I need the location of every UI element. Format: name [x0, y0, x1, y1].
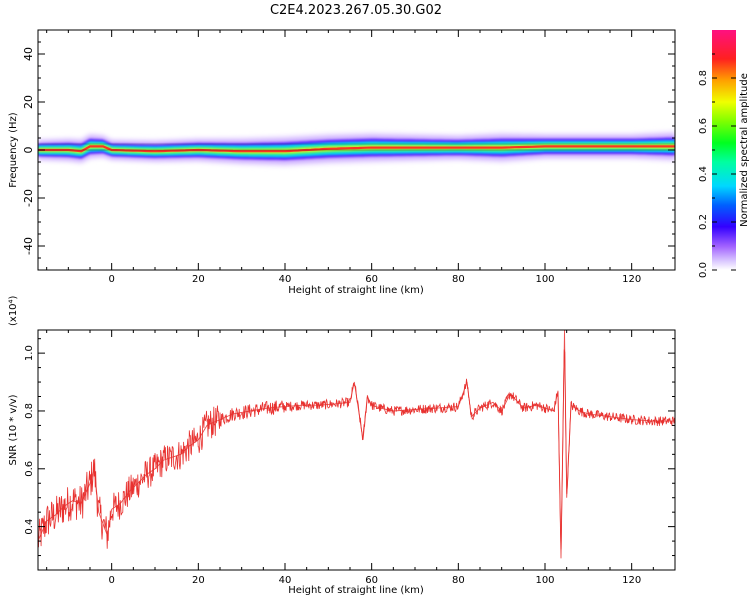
bottom-x-tick-label: 100 [535, 575, 554, 586]
snr-series-line [38, 349, 675, 550]
spectrogram-panel: 0 20 40 60 80 100 120 40 20 0 -20 -40 Height of str… [8, 29, 676, 296]
snr-y-multiplier: (x10⁴) [8, 295, 19, 326]
snr-frame [37, 329, 676, 571]
bottom-x-tick-label: 0 [108, 575, 114, 586]
spectrogram-plot-area [38, 130, 675, 168]
snr-x-axis-label: Height of straight line (km) [288, 585, 424, 596]
bottom-y-tick-label: 0.4 [24, 519, 35, 535]
bottom-x-tick-label: 20 [192, 575, 205, 586]
spectrogram-y-axis-label: Frequency (Hz) [8, 112, 19, 188]
colorbar-label: Normalized spectral amplitude [739, 73, 750, 227]
snr-series-envelope [38, 330, 675, 559]
top-x-tick-label: 100 [535, 274, 554, 285]
colorbar-tick-label: 0.4 [698, 166, 709, 182]
chart-title: C2E4.2023.267.05.30.G02 [270, 3, 442, 18]
snr-y-axis-label: SNR (10 * v/v) [8, 394, 19, 465]
colorbar-tick-label: 0.6 [698, 118, 709, 134]
colorbar-tick-label: 0.0 [698, 262, 709, 278]
colorbar-tick-label: 0.8 [698, 70, 709, 86]
colorbar-ticks: 0.0 0.2 0.4 0.6 0.8 [698, 53, 736, 278]
band-ridge-core [38, 145, 675, 153]
colorbar-gradient [712, 30, 736, 270]
top-y-tick-label: -20 [22, 189, 35, 207]
top-x-tick-label: 80 [452, 274, 465, 285]
top-x-tick-label: 120 [622, 274, 641, 285]
bottom-x-tick-label: 40 [279, 575, 292, 586]
spectrogram-x-axis-label: Height of straight line (km) [288, 285, 424, 296]
top-y-tick-label: -40 [22, 237, 35, 255]
bottom-y-tick-label: 1.0 [24, 345, 35, 361]
snr-panel: 0 20 40 60 80 100 120 0.4 0.6 0.8 1.0 Height of st… [8, 295, 676, 596]
top-y-tick-label: 0 [22, 147, 35, 154]
top-x-tick-label: 60 [365, 274, 378, 285]
colorbar: 0.0 0.2 0.4 0.6 0.8 Normalized spectral ampl… [698, 30, 750, 278]
top-y-tick-label: 40 [22, 47, 35, 61]
top-x-tick-label: 40 [279, 274, 292, 285]
snr-ticks: 0 20 40 60 80 100 120 0.4 0.6 0.8 1.0 [24, 330, 676, 586]
bottom-x-tick-label: 80 [452, 575, 465, 586]
bottom-y-tick-label: 0.8 [24, 403, 35, 419]
top-x-tick-label: 0 [108, 274, 114, 285]
bottom-y-tick-label: 0.6 [24, 461, 35, 477]
spectrogram-ticks: 0 20 40 60 80 100 120 40 20 0 -20 -40 [22, 30, 676, 285]
bottom-x-tick-label: 120 [622, 575, 641, 586]
colorbar-tick-label: 0.2 [698, 214, 709, 230]
top-y-tick-label: 20 [22, 95, 35, 109]
top-x-tick-label: 20 [192, 274, 205, 285]
snr-plot-area [38, 330, 675, 559]
bottom-x-tick-label: 60 [365, 575, 378, 586]
